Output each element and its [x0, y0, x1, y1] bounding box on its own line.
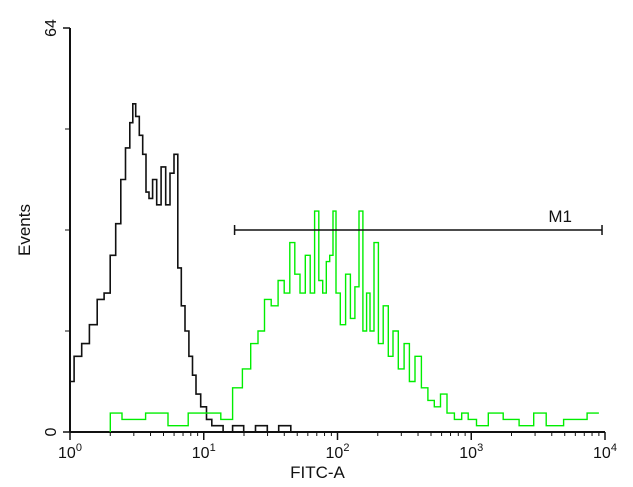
- x-tick-exponent: 0: [76, 442, 82, 454]
- x-tick-base: 10: [326, 445, 344, 462]
- x-tick-exponent: 2: [343, 442, 349, 454]
- y-tick-label: 64: [43, 19, 60, 37]
- gate-label: M1: [548, 207, 572, 226]
- plot-axes: [63, 27, 606, 440]
- y-tick-label: 0: [43, 427, 60, 436]
- x-tick-base: 10: [459, 445, 477, 462]
- x-tick-label: 100: [58, 442, 82, 462]
- x-tick-exponent: 4: [611, 442, 617, 454]
- x-axis-title: FITC-A: [290, 463, 345, 482]
- x-tick-label: 101: [192, 442, 216, 462]
- series-1-line: [109, 210, 599, 432]
- y-axis-title: Events: [15, 204, 34, 256]
- x-tick-exponent: 3: [477, 442, 483, 454]
- x-tick-exponent: 1: [210, 442, 216, 454]
- x-tick-base: 10: [58, 445, 76, 462]
- x-tick-base: 10: [192, 445, 210, 462]
- x-tick-label: 102: [326, 442, 350, 462]
- gate-layer: M1: [233, 207, 603, 235]
- series-0-line: [69, 103, 298, 433]
- x-tick-base: 10: [593, 445, 611, 462]
- x-tick-label: 104: [593, 442, 617, 462]
- series-layer: [69, 103, 599, 433]
- x-tick-label: 103: [459, 442, 483, 462]
